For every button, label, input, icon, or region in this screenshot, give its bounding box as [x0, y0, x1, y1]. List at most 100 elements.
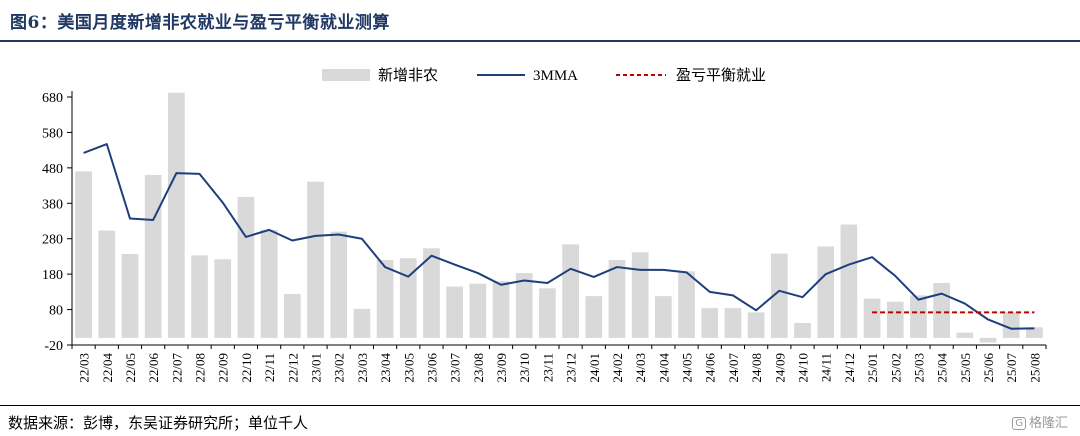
x-tick-label-23/03: 23/03 — [355, 353, 370, 383]
bar-22/11 — [260, 229, 278, 338]
bar-22/07 — [168, 92, 185, 338]
bar-24/09 — [770, 253, 788, 338]
x-tick-label-22/12: 22/12 — [285, 353, 300, 383]
bar-25/04 — [933, 283, 950, 338]
bar-25/08 — [1026, 327, 1043, 338]
x-tick-label-24/04: 24/04 — [656, 353, 671, 383]
y-tick-label: -20 — [44, 339, 63, 354]
bar-23/08 — [469, 283, 487, 338]
legend-line-label: 3MMA — [533, 68, 578, 84]
x-tick-label-22/11: 22/11 — [262, 353, 277, 382]
bar-23/06 — [423, 248, 440, 338]
legend-bar-label: 新增非农 — [378, 67, 438, 84]
x-tick-label-22/08: 22/08 — [193, 353, 208, 383]
x-tick-label-23/10: 23/10 — [517, 353, 532, 383]
figure-title: 图6：美国月度新增非农就业与盈亏平衡就业测算 — [10, 13, 390, 33]
y-tick-label: 680 — [42, 91, 63, 106]
y-tick-label: 580 — [42, 126, 63, 141]
x-axis: 22/03 22/04 22/05 22/06 22/07 22/08 22/09 22/10… — [71, 344, 1047, 383]
bar-22/05 — [121, 253, 139, 338]
bar-24/02 — [608, 259, 626, 338]
bar-25/02 — [886, 301, 904, 338]
x-tick-label-24/01: 24/01 — [587, 353, 602, 383]
bar-24/07 — [724, 308, 742, 338]
x-tick-label-23/12: 23/12 — [564, 353, 579, 383]
bar-24/03 — [631, 252, 649, 338]
source-note: 数据来源：彭博，东吴证券研究所；单位千人 — [8, 414, 309, 432]
watermark-logo-icon: G — [1012, 417, 1026, 430]
bar-23/05 — [399, 258, 417, 338]
line-3mma — [83, 143, 1035, 330]
x-tick-label-25/03: 25/03 — [911, 353, 926, 383]
bar-24/05 — [678, 271, 695, 338]
x-tick-label-25/05: 25/05 — [958, 353, 973, 383]
legend: 新增非农 3MMA 盈亏平衡就业 — [322, 67, 766, 84]
watermark-text: 格隆汇 — [1028, 416, 1068, 431]
y-tick-label: 480 — [42, 162, 63, 177]
bar-22/12 — [283, 293, 301, 338]
x-tick-label-25/01: 25/01 — [865, 353, 880, 383]
bar-23/07 — [446, 286, 463, 338]
bar-22/06 — [144, 174, 162, 338]
x-tick-label-25/04: 25/04 — [935, 353, 950, 383]
bar-25/03 — [910, 295, 927, 338]
x-tick-label-23/06: 23/06 — [424, 353, 439, 383]
y-tick-label: 380 — [42, 197, 63, 212]
x-tick-label-24/02: 24/02 — [610, 353, 625, 383]
bar-23/10 — [515, 273, 533, 338]
bar-22/04 — [98, 230, 116, 338]
y-tick-label: 180 — [42, 268, 63, 283]
x-tick-label-23/07: 23/07 — [448, 353, 463, 383]
bar-22/08 — [191, 255, 208, 338]
x-tick-label-23/01: 23/01 — [309, 353, 324, 383]
x-tick-label-23/02: 23/02 — [332, 353, 347, 383]
x-tick-label-24/03: 24/03 — [633, 353, 648, 383]
x-tick-label-24/11: 24/11 — [819, 353, 834, 382]
bar-24/01 — [585, 296, 603, 338]
x-tick-label-22/10: 22/10 — [239, 353, 254, 383]
y-tick-label: 280 — [42, 233, 63, 248]
x-tick-label-24/08: 24/08 — [749, 353, 764, 383]
x-tick-label-22/06: 22/06 — [146, 353, 161, 383]
x-tick-label-23/05: 23/05 — [401, 353, 416, 383]
y-axis: -20 80 180 280 380 480 580 680 — [42, 91, 73, 354]
bar-22/10 — [237, 196, 255, 338]
bar-24/11 — [817, 246, 835, 338]
bar-23/01 — [307, 181, 324, 338]
bar-24/10 — [794, 323, 811, 338]
bottom-rule — [0, 405, 1080, 406]
bar-24/08 — [747, 312, 765, 338]
x-tick-label-23/04: 23/04 — [378, 353, 393, 383]
watermark: G 格隆汇 — [1012, 412, 1068, 431]
bar-24/12 — [840, 224, 858, 338]
x-tick-label-22/03: 22/03 — [77, 353, 92, 383]
x-tick-label-24/10: 24/10 — [796, 353, 811, 383]
x-tick-label-23/11: 23/11 — [540, 353, 555, 382]
bar-25/05 — [956, 332, 974, 338]
x-tick-label-25/02: 25/02 — [888, 353, 903, 383]
bar-25/07 — [1002, 312, 1020, 338]
x-tick-label-25/06: 25/06 — [981, 353, 996, 383]
x-tick-label-24/06: 24/06 — [703, 353, 718, 383]
x-tick-label-22/04: 22/04 — [100, 353, 115, 383]
bar-24/04 — [655, 296, 672, 338]
x-tick-label-24/07: 24/07 — [726, 353, 741, 383]
bar-23/09 — [492, 281, 510, 338]
bar-22/09 — [214, 259, 232, 338]
bar-23/11 — [539, 288, 556, 338]
y-tick-label: 80 — [49, 304, 63, 319]
x-tick-label-23/08: 23/08 — [471, 353, 486, 383]
bars-group — [75, 92, 1043, 343]
bar-22/03 — [75, 171, 92, 338]
title-rule — [0, 40, 1080, 42]
x-tick-label-24/12: 24/12 — [842, 353, 857, 383]
bar-23/03 — [353, 308, 371, 338]
x-tick-label-25/08: 25/08 — [1027, 353, 1042, 383]
x-tick-label-22/05: 22/05 — [123, 353, 138, 383]
x-tick-label-22/07: 22/07 — [169, 353, 184, 383]
x-tick-label-22/09: 22/09 — [216, 353, 231, 383]
bar-24/06 — [701, 308, 719, 338]
bar-25/06 — [979, 337, 997, 343]
x-tick-label-23/09: 23/09 — [494, 353, 509, 383]
x-tick-label-25/07: 25/07 — [1004, 353, 1019, 383]
